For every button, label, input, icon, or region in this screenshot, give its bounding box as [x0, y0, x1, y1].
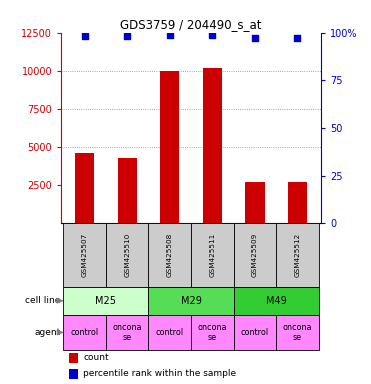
Text: count: count: [83, 353, 109, 362]
Text: cell line: cell line: [26, 296, 61, 305]
FancyBboxPatch shape: [148, 223, 191, 287]
Point: [82, 33, 88, 40]
FancyBboxPatch shape: [191, 314, 234, 350]
FancyBboxPatch shape: [148, 314, 191, 350]
FancyBboxPatch shape: [276, 314, 319, 350]
Bar: [75, 153, 94, 223]
Point: [295, 35, 301, 41]
Text: GSM425511: GSM425511: [209, 233, 215, 277]
Text: control: control: [241, 328, 269, 337]
Text: M29: M29: [181, 296, 201, 306]
Text: oncona
se: oncona se: [112, 323, 142, 342]
Bar: [69, 369, 78, 379]
Bar: [203, 68, 222, 223]
Point: [124, 33, 130, 40]
FancyBboxPatch shape: [106, 314, 148, 350]
Text: control: control: [156, 328, 184, 337]
Bar: [288, 182, 307, 223]
Text: GSM425509: GSM425509: [252, 233, 258, 277]
FancyBboxPatch shape: [234, 223, 276, 287]
Text: oncona
se: oncona se: [283, 323, 312, 342]
Text: GSM425507: GSM425507: [82, 233, 88, 277]
Point: [252, 35, 258, 41]
Bar: [69, 353, 78, 363]
FancyBboxPatch shape: [63, 287, 148, 314]
Bar: [245, 182, 265, 223]
Text: GSM425510: GSM425510: [124, 233, 130, 277]
Text: agent: agent: [35, 328, 61, 337]
FancyBboxPatch shape: [148, 287, 234, 314]
Text: oncona
se: oncona se: [198, 323, 227, 342]
FancyBboxPatch shape: [234, 314, 276, 350]
FancyBboxPatch shape: [63, 223, 106, 287]
Text: control: control: [70, 328, 99, 337]
Text: GSM425512: GSM425512: [295, 233, 301, 277]
Point: [167, 31, 173, 38]
Bar: [118, 158, 137, 223]
FancyBboxPatch shape: [234, 287, 319, 314]
Bar: [160, 71, 179, 223]
Text: M49: M49: [266, 296, 286, 306]
FancyBboxPatch shape: [276, 223, 319, 287]
Text: GSM425508: GSM425508: [167, 233, 173, 277]
Text: M25: M25: [95, 296, 116, 306]
FancyBboxPatch shape: [106, 223, 148, 287]
Point: [209, 31, 215, 38]
FancyBboxPatch shape: [191, 223, 234, 287]
FancyBboxPatch shape: [63, 314, 106, 350]
Text: percentile rank within the sample: percentile rank within the sample: [83, 369, 236, 378]
Title: GDS3759 / 204490_s_at: GDS3759 / 204490_s_at: [120, 18, 262, 31]
